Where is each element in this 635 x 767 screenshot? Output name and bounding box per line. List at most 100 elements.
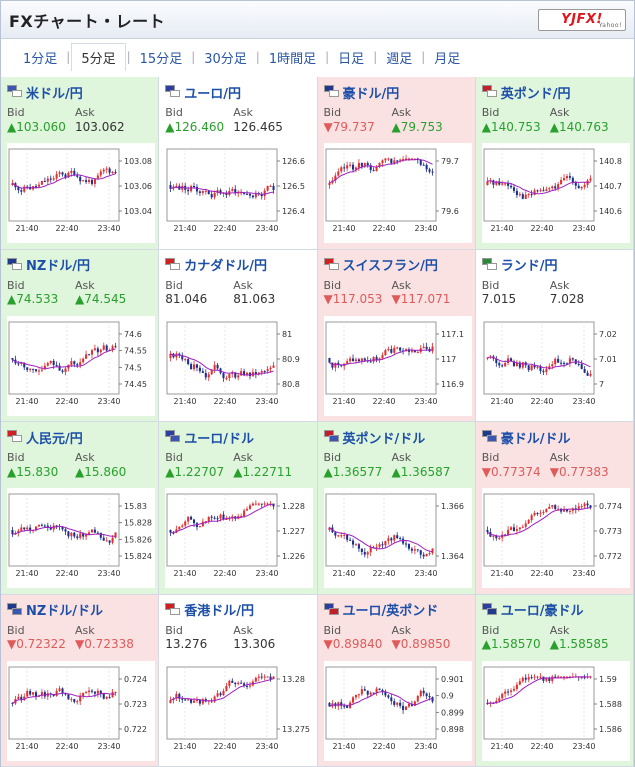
pair-name[interactable]: ユーロ/ドル — [184, 431, 254, 447]
candle-body — [99, 349, 102, 352]
y-tick-label: 126.6 — [282, 157, 305, 166]
candlestick-chart[interactable]: 79.7 79.6 21:40 22:40 23:40 — [323, 143, 472, 243]
pair-header[interactable]: 香港ドル/円 — [165, 601, 310, 619]
pair-header[interactable]: 豪ドル/ドル — [481, 428, 627, 447]
candle-body — [407, 703, 410, 707]
candlestick-chart[interactable]: 1.59 1.588 1.586 21:40 22:40 23:40 — [481, 660, 630, 761]
chart-frame — [166, 666, 278, 739]
candlestick-chart[interactable]: 1.366 1.364 21:40 22:40 23:40 — [323, 488, 472, 588]
pair-name[interactable]: ユーロ/豪ドル — [500, 604, 584, 619]
pair-header[interactable]: 英ポンド/ドル — [323, 428, 469, 447]
pair-name[interactable]: 英ポンド/ドル — [342, 431, 426, 447]
pair-header[interactable]: ユーロ/ドル — [165, 428, 310, 447]
candle-body — [521, 677, 524, 681]
candle-body — [114, 172, 117, 174]
pair-name[interactable]: ランド/円 — [500, 259, 558, 274]
pair-name[interactable]: 香港ドル/円 — [184, 604, 254, 619]
yjfx-logo[interactable]: YJFX! Yahoo! — [538, 8, 626, 31]
candlestick-chart[interactable]: 7.02 7.01 7 21:40 22:40 23:40 — [481, 315, 630, 416]
pair-name[interactable]: カナダドル/円 — [184, 259, 267, 274]
pair-header[interactable]: カナダドル/円 — [165, 256, 310, 274]
currency-card[interactable]: 香港ドル/円 Bid Ask 13.276 13.306 13.28 13.275… — [159, 594, 318, 767]
candlestick-chart[interactable]: 103.08 103.06 103.04 21:40 22:40 23:40 — [7, 143, 155, 243]
chart-frame — [483, 148, 595, 222]
candle-body — [111, 345, 114, 350]
candle-body — [539, 190, 542, 192]
candlestick-chart[interactable]: 1.228 1.227 1.226 21:40 22:40 23:40 — [165, 488, 314, 588]
tab-timeframe[interactable]: 5分足 — [71, 43, 126, 71]
pair-header[interactable]: 豪ドル/円 — [323, 83, 469, 102]
candlestick-chart[interactable]: 15.83 15.828 15.826 15.824 21:40 22:40 23:40 — [7, 488, 155, 588]
pair-name[interactable]: NZドル/円 — [26, 259, 91, 274]
candlestick-chart[interactable]: 117.1 117 116.9 21:40 22:40 23:40 — [323, 315, 472, 416]
currency-card[interactable]: カナダドル/円 Bid Ask 81.046 81.063 81 80.9 80.8… — [159, 249, 318, 422]
currency-card[interactable]: ユーロ/英ポンド Bid Ask ▼0.89840 ▼0.89850 0.901… — [317, 594, 476, 767]
pair-header[interactable]: NZドル/ドル — [7, 601, 152, 619]
candlestick-chart[interactable]: 126.6 126.5 126.4 21:40 22:40 23:40 — [165, 143, 314, 243]
candle-body — [354, 694, 357, 697]
pair-name[interactable]: 英ポンド/円 — [500, 86, 571, 102]
candlestick-chart[interactable]: 74.6 74.55 74.5 74.45 21:40 22:40 23:40 — [7, 315, 155, 416]
currency-card[interactable]: NZドル/ドル Bid Ask ▼0.72322 ▼0.72338 0.724 0… — [1, 594, 160, 767]
pair-name[interactable]: スイスフラン/円 — [342, 259, 438, 274]
candle-body — [336, 535, 339, 537]
candle-body — [574, 182, 577, 186]
candle-body — [87, 532, 91, 535]
currency-card[interactable]: 豪ドル/円 Bid Ask ▼79.737 ▲79.753 79.7 79.6 21… — [317, 77, 476, 250]
pair-header[interactable]: 英ポンド/円 — [481, 83, 627, 102]
candle-body — [430, 171, 434, 173]
currency-card[interactable]: ユーロ/ドル Bid Ask ▲1.22707 ▲1.22711 1.228 1.… — [159, 422, 318, 595]
pair-header[interactable]: ユーロ/豪ドル — [481, 601, 627, 619]
tab-timeframe[interactable]: 1時間足 — [268, 51, 317, 67]
pair-header[interactable]: 米ドル/円 — [7, 83, 152, 102]
pair-name[interactable]: 豪ドル/ドル — [500, 431, 571, 447]
candlestick-chart[interactable]: 0.724 0.723 0.722 21:40 22:40 23:40 — [7, 660, 155, 761]
tab-timeframe[interactable]: 1分足 — [23, 51, 58, 67]
x-tick-label: 22:40 — [530, 569, 553, 578]
candle-body — [545, 189, 548, 191]
currency-card[interactable]: 英ポンド/円 Bid Ask ▲140.753 ▲140.763 140.8 14… — [475, 77, 634, 250]
pair-header[interactable]: NZドル/円 — [7, 256, 152, 274]
currency-card[interactable]: ユーロ/円 Bid Ask ▲126.460 126.465 126.6 126.… — [159, 77, 318, 250]
currency-card[interactable]: ランド/円 Bid Ask 7.015 7.028 7.02 7.01 7 21:40… — [475, 249, 634, 422]
currency-card[interactable]: 人民元/円 Bid Ask ▲15.830 ▲15.860 15.83 15.82… — [1, 422, 160, 595]
pair-name[interactable]: 米ドル/円 — [26, 86, 83, 102]
candlestick-chart[interactable]: 0.901 0.9 0.899 0.898 21:40 22:40 23:40 — [323, 660, 472, 761]
tab-timeframe[interactable]: 30分足 — [204, 51, 247, 67]
tab-timeframe[interactable]: 日足 — [338, 51, 365, 67]
candlestick-chart[interactable]: 13.28 13.275 21:40 22:40 23:40 — [165, 660, 314, 761]
pair-name[interactable]: ユーロ/円 — [184, 86, 241, 102]
candle-body — [26, 186, 29, 188]
currency-card[interactable]: 米ドル/円 Bid Ask ▲103.060 103.062 103.08 103… — [1, 77, 160, 250]
pair-header[interactable]: ユーロ/円 — [165, 83, 310, 102]
pair-header[interactable]: ユーロ/英ポンド — [323, 601, 469, 619]
candlestick-chart[interactable]: 0.774 0.773 0.772 21:40 22:40 23:40 — [481, 488, 630, 588]
pair-name[interactable]: 豪ドル/円 — [342, 86, 400, 102]
candle-body — [76, 700, 79, 702]
currency-card[interactable]: 英ポンド/ドル Bid Ask ▲1.36577 ▲1.36587 1.366 1… — [317, 422, 476, 595]
pair-name[interactable]: 人民元/円 — [26, 431, 83, 447]
candlestick-chart[interactable]: 140.8 140.7 140.6 21:40 22:40 23:40 — [481, 143, 630, 243]
moving-average-line — [487, 355, 591, 369]
ask-value: ▲1.36587 — [392, 465, 451, 479]
tab-timeframe[interactable]: 月足 — [434, 51, 461, 67]
candle-body — [43, 180, 46, 182]
currency-card[interactable]: 豪ドル/ドル Bid Ask ▼0.77374 ▼0.77383 0.774 0.… — [475, 422, 634, 595]
tab-timeframe[interactable]: 週足 — [386, 51, 413, 67]
currency-card[interactable]: スイスフラン/円 Bid Ask ▼117.053 ▼117.071 117.1… — [317, 249, 476, 422]
pair-name[interactable]: ユーロ/英ポンド — [342, 604, 439, 619]
candle-body — [237, 192, 240, 194]
candle-body — [389, 158, 392, 164]
candle-body — [416, 695, 419, 701]
pair-header[interactable]: スイスフラン/円 — [323, 256, 469, 274]
currency-card[interactable]: ユーロ/豪ドル Bid Ask ▲1.58570 ▲1.58585 1.59 1.… — [475, 594, 634, 767]
candlestick-chart[interactable]: 81 80.9 80.8 21:40 22:40 23:40 — [165, 315, 314, 416]
candle-body — [589, 676, 592, 678]
tab-timeframe[interactable]: 15分足 — [139, 51, 183, 67]
candle-body — [527, 520, 530, 524]
currency-card[interactable]: NZドル/円 Bid Ask ▲74.533 ▲74.545 74.6 74.55… — [1, 249, 160, 422]
pair-header[interactable]: ランド/円 — [481, 256, 627, 274]
pair-header[interactable]: 人民元/円 — [7, 428, 152, 447]
candle-body — [407, 158, 410, 160]
pair-name[interactable]: NZドル/ドル — [26, 604, 104, 619]
